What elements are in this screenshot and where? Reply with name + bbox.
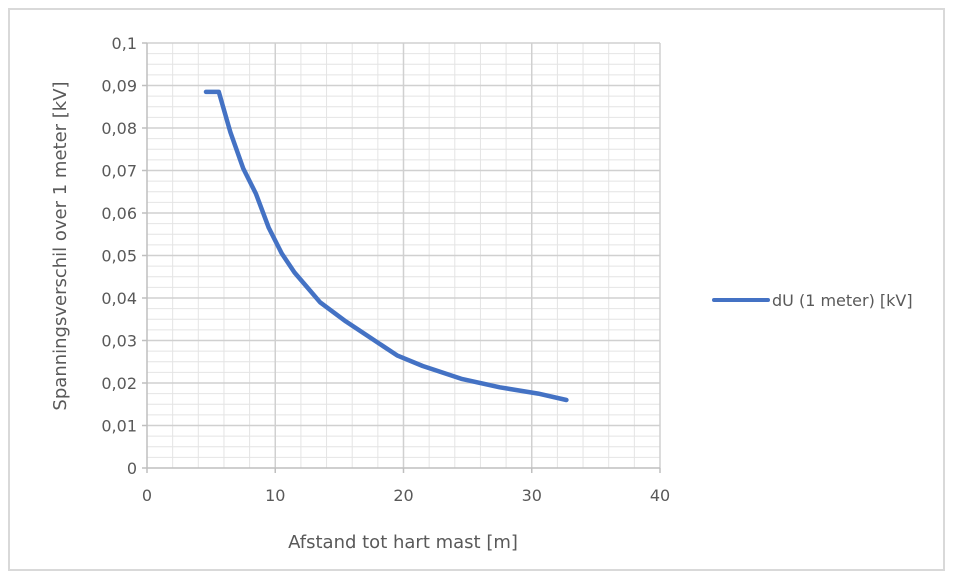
legend-label-dU: dU (1 meter) [kV] xyxy=(772,291,913,310)
y-tick-label: 0,03 xyxy=(101,332,137,351)
y-tick-label: 0 xyxy=(127,459,137,478)
legend[interactable]: dU (1 meter) [kV] xyxy=(712,291,913,310)
line-chart: 0 0,01 0,02 0,03 0,04 0,05 0,06 0,07 0,08 0,09 0,1… xyxy=(50,34,913,553)
y-tick-label: 0,09 xyxy=(101,77,137,96)
x-tick-label: 10 xyxy=(265,486,285,505)
x-tick-label: 40 xyxy=(650,486,670,505)
x-tick-label: 0 xyxy=(142,486,152,505)
y-tick-label: 0,02 xyxy=(101,374,137,393)
x-tick-label: 20 xyxy=(393,486,413,505)
y-tick-label: 0,1 xyxy=(112,34,137,53)
y-tick-label: 0,05 xyxy=(101,247,137,266)
y-tick-label: 0,07 xyxy=(101,162,137,181)
y-tick-label: 0,06 xyxy=(101,204,137,223)
chart-frame: 0 0,01 0,02 0,03 0,04 0,05 0,06 0,07 0,08 0,09 0,1… xyxy=(8,8,945,571)
axes xyxy=(142,42,661,473)
y-axis-title: Spanningsverschil over 1 meter [kV] xyxy=(50,81,71,410)
series-line-dU xyxy=(203,89,569,403)
y-tick-label: 0,01 xyxy=(101,417,137,436)
series-layer xyxy=(203,89,569,403)
x-tick-labels: 0 10 20 30 40 xyxy=(142,486,670,505)
x-axis-title: Afstand tot hart mast [m] xyxy=(288,532,518,553)
x-tick-label: 30 xyxy=(522,486,542,505)
y-tick-label: 0,08 xyxy=(101,119,137,138)
major-gridlines xyxy=(147,42,661,468)
y-tick-label: 0,04 xyxy=(101,289,137,308)
y-tick-labels: 0 0,01 0,02 0,03 0,04 0,05 0,06 0,07 0,08 0,09 0,1 xyxy=(101,34,137,478)
